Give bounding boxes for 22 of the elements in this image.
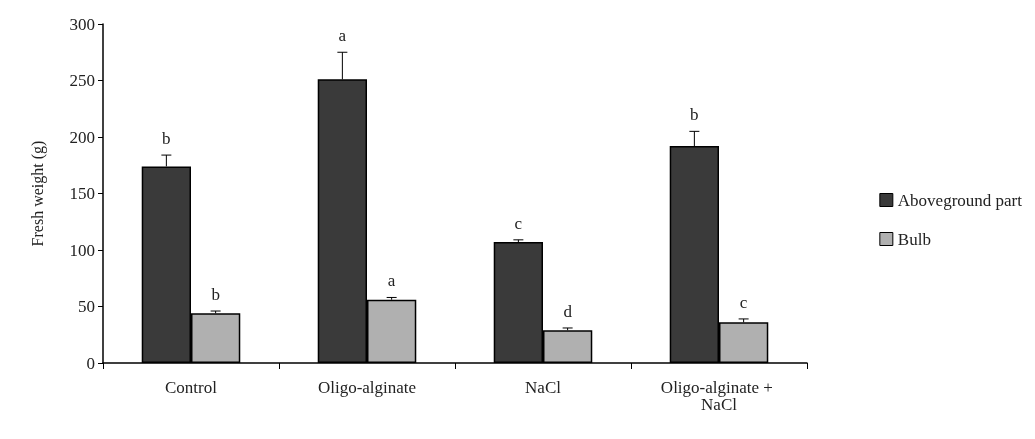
- data-label: c: [514, 213, 523, 233]
- data-label: b: [211, 285, 220, 305]
- data-label: b: [690, 105, 699, 125]
- data-label: a: [338, 26, 347, 46]
- data-label: d: [563, 301, 573, 321]
- legend-label: Bulb: [897, 229, 931, 249]
- y-axis-title: Fresh weight (g): [28, 140, 47, 247]
- y-tick-label: 0: [86, 353, 95, 373]
- y-tick-label: 100: [69, 240, 95, 260]
- y-tick-label: 150: [69, 184, 95, 203]
- x-tick-label: Control: [165, 378, 218, 397]
- y-tick-label: 300: [69, 14, 95, 34]
- data-label: b: [162, 129, 171, 149]
- data-label: a: [387, 271, 396, 291]
- legend-label: Aboveground part: [897, 190, 1023, 210]
- x-tick-label: Oligo-alginate: [317, 378, 417, 397]
- y-tick-label: 250: [69, 71, 95, 90]
- data-label: c: [739, 292, 748, 312]
- y-tick-label: 50: [78, 297, 95, 316]
- x-tick-label: Oligo-alginate + NaCl: [660, 378, 778, 414]
- x-tick-label: NaCl: [525, 378, 562, 397]
- y-tick-label: 200: [69, 127, 95, 147]
